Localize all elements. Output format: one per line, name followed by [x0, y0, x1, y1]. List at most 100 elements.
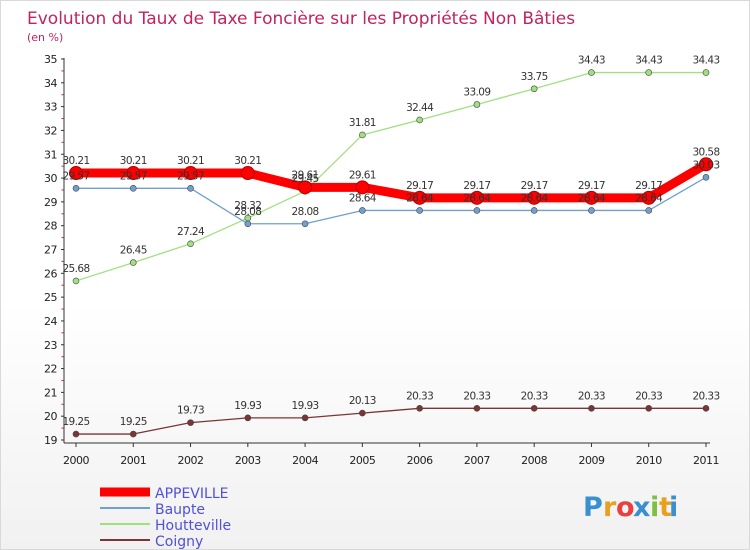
logo-letter: i [669, 492, 678, 523]
data-label: 29.17 [635, 180, 662, 192]
data-point [527, 190, 542, 205]
data-point [702, 405, 710, 412]
data-label: 25.68 [62, 263, 89, 275]
x-tick-label: 2008 [521, 454, 547, 467]
data-point [641, 190, 656, 205]
y-tick-label: 33 [44, 101, 57, 114]
data-label: 33.09 [463, 86, 490, 98]
data-point [187, 240, 194, 248]
logo-letter: o [616, 492, 635, 523]
logo-letter: r [603, 492, 617, 523]
data-label: 19.93 [234, 400, 261, 412]
data-point [584, 190, 599, 205]
y-tick-label: 20 [44, 410, 57, 423]
data-point [126, 166, 141, 181]
data-label: 29.17 [521, 180, 548, 192]
data-label: 30.21 [120, 155, 147, 167]
data-label: 20.33 [521, 390, 548, 402]
y-tick-label: 24 [44, 315, 57, 328]
data-label: 20.33 [692, 390, 719, 402]
data-point [530, 207, 538, 214]
data-point [72, 277, 80, 285]
data-point [244, 414, 252, 422]
data-point [530, 405, 538, 412]
data-label: 27.24 [177, 226, 205, 238]
data-label: 28.64 [521, 192, 549, 204]
y-tick-label: 21 [44, 386, 57, 399]
logo-letter: P [583, 492, 603, 523]
data-label: 34.43 [578, 55, 605, 67]
data-point [129, 259, 137, 266]
x-tick-label: 2006 [407, 454, 433, 467]
data-label: 28.64 [463, 192, 491, 204]
y-tick-label: 35 [44, 53, 57, 66]
data-point [72, 430, 80, 438]
data-label: 29.17 [578, 180, 605, 192]
data-label: 26.45 [120, 245, 147, 257]
legend-label-baupte: Baupte [155, 502, 205, 518]
data-label: 20.33 [406, 390, 433, 402]
data-point [129, 430, 137, 438]
data-point [355, 180, 370, 195]
x-tick-label: 2001 [120, 454, 146, 467]
data-point [301, 414, 309, 422]
chart-title: Evolution du Taux de Taxe Foncière sur l… [27, 9, 575, 29]
x-tick-label: 2007 [464, 454, 490, 467]
series-line-appeville [71, 159, 711, 203]
x-tick-label: 2011 [693, 454, 719, 467]
data-point [359, 131, 366, 139]
data-point [588, 405, 595, 412]
x-tick-label: 2003 [235, 454, 261, 467]
data-point [469, 190, 484, 205]
y-tick-label: 31 [44, 148, 57, 161]
data-labels: 25.68 26.45 27.24 28.32 29.45 31.81 32.44 33.09… [62, 55, 720, 428]
data-point [183, 166, 198, 181]
data-label: 34.43 [635, 55, 662, 67]
y-tick-label: 26 [44, 267, 57, 280]
data-point [473, 207, 481, 214]
x-tick-label: 2010 [636, 454, 662, 467]
data-point [240, 166, 255, 181]
data-label: 28.64 [349, 192, 377, 204]
data-label: 19.73 [177, 405, 204, 417]
y-tick-label: 25 [44, 291, 57, 304]
data-point [359, 409, 366, 417]
data-point [187, 185, 194, 192]
data-point [588, 207, 595, 214]
x-tick-label: 2004 [292, 454, 318, 467]
data-point [473, 101, 481, 108]
x-tick-label: 2002 [178, 454, 204, 467]
legend-label-coigny: Coigny [155, 534, 203, 550]
data-label: 19.93 [292, 400, 319, 412]
data-point [129, 185, 137, 192]
data-label: 29.61 [292, 169, 319, 181]
data-point [645, 405, 653, 412]
data-label: 20.33 [463, 390, 490, 402]
series-line-coigny [75, 407, 707, 435]
data-point [416, 207, 423, 214]
series-line-baupte [75, 176, 707, 225]
data-label: 20.33 [635, 390, 662, 402]
logo-letter: t [659, 492, 672, 523]
data-label: 29.57 [120, 170, 147, 182]
data-label: 29.61 [349, 169, 376, 181]
series-line-houtteville [75, 71, 707, 282]
data-point [645, 69, 653, 76]
data-point [702, 174, 710, 181]
data-label: 31.81 [349, 117, 376, 129]
data-label: 34.43 [692, 55, 719, 67]
logo-letter: i [650, 492, 659, 523]
data-point [699, 157, 713, 172]
y-ticks: 19 20 21 22 23 24 25 26 27 28 29 30 31 32 33 34 35 [44, 53, 64, 447]
data-point [359, 207, 366, 214]
legend-label-houtteville: Houtteville [155, 518, 231, 534]
y-tick-label: 34 [44, 77, 57, 90]
y-tick-label: 29 [44, 196, 57, 209]
legend-label-appeville: APPEVILLE [155, 486, 228, 502]
data-label: 19.25 [62, 416, 89, 428]
data-point [473, 405, 481, 412]
data-label: 30.21 [177, 155, 204, 167]
